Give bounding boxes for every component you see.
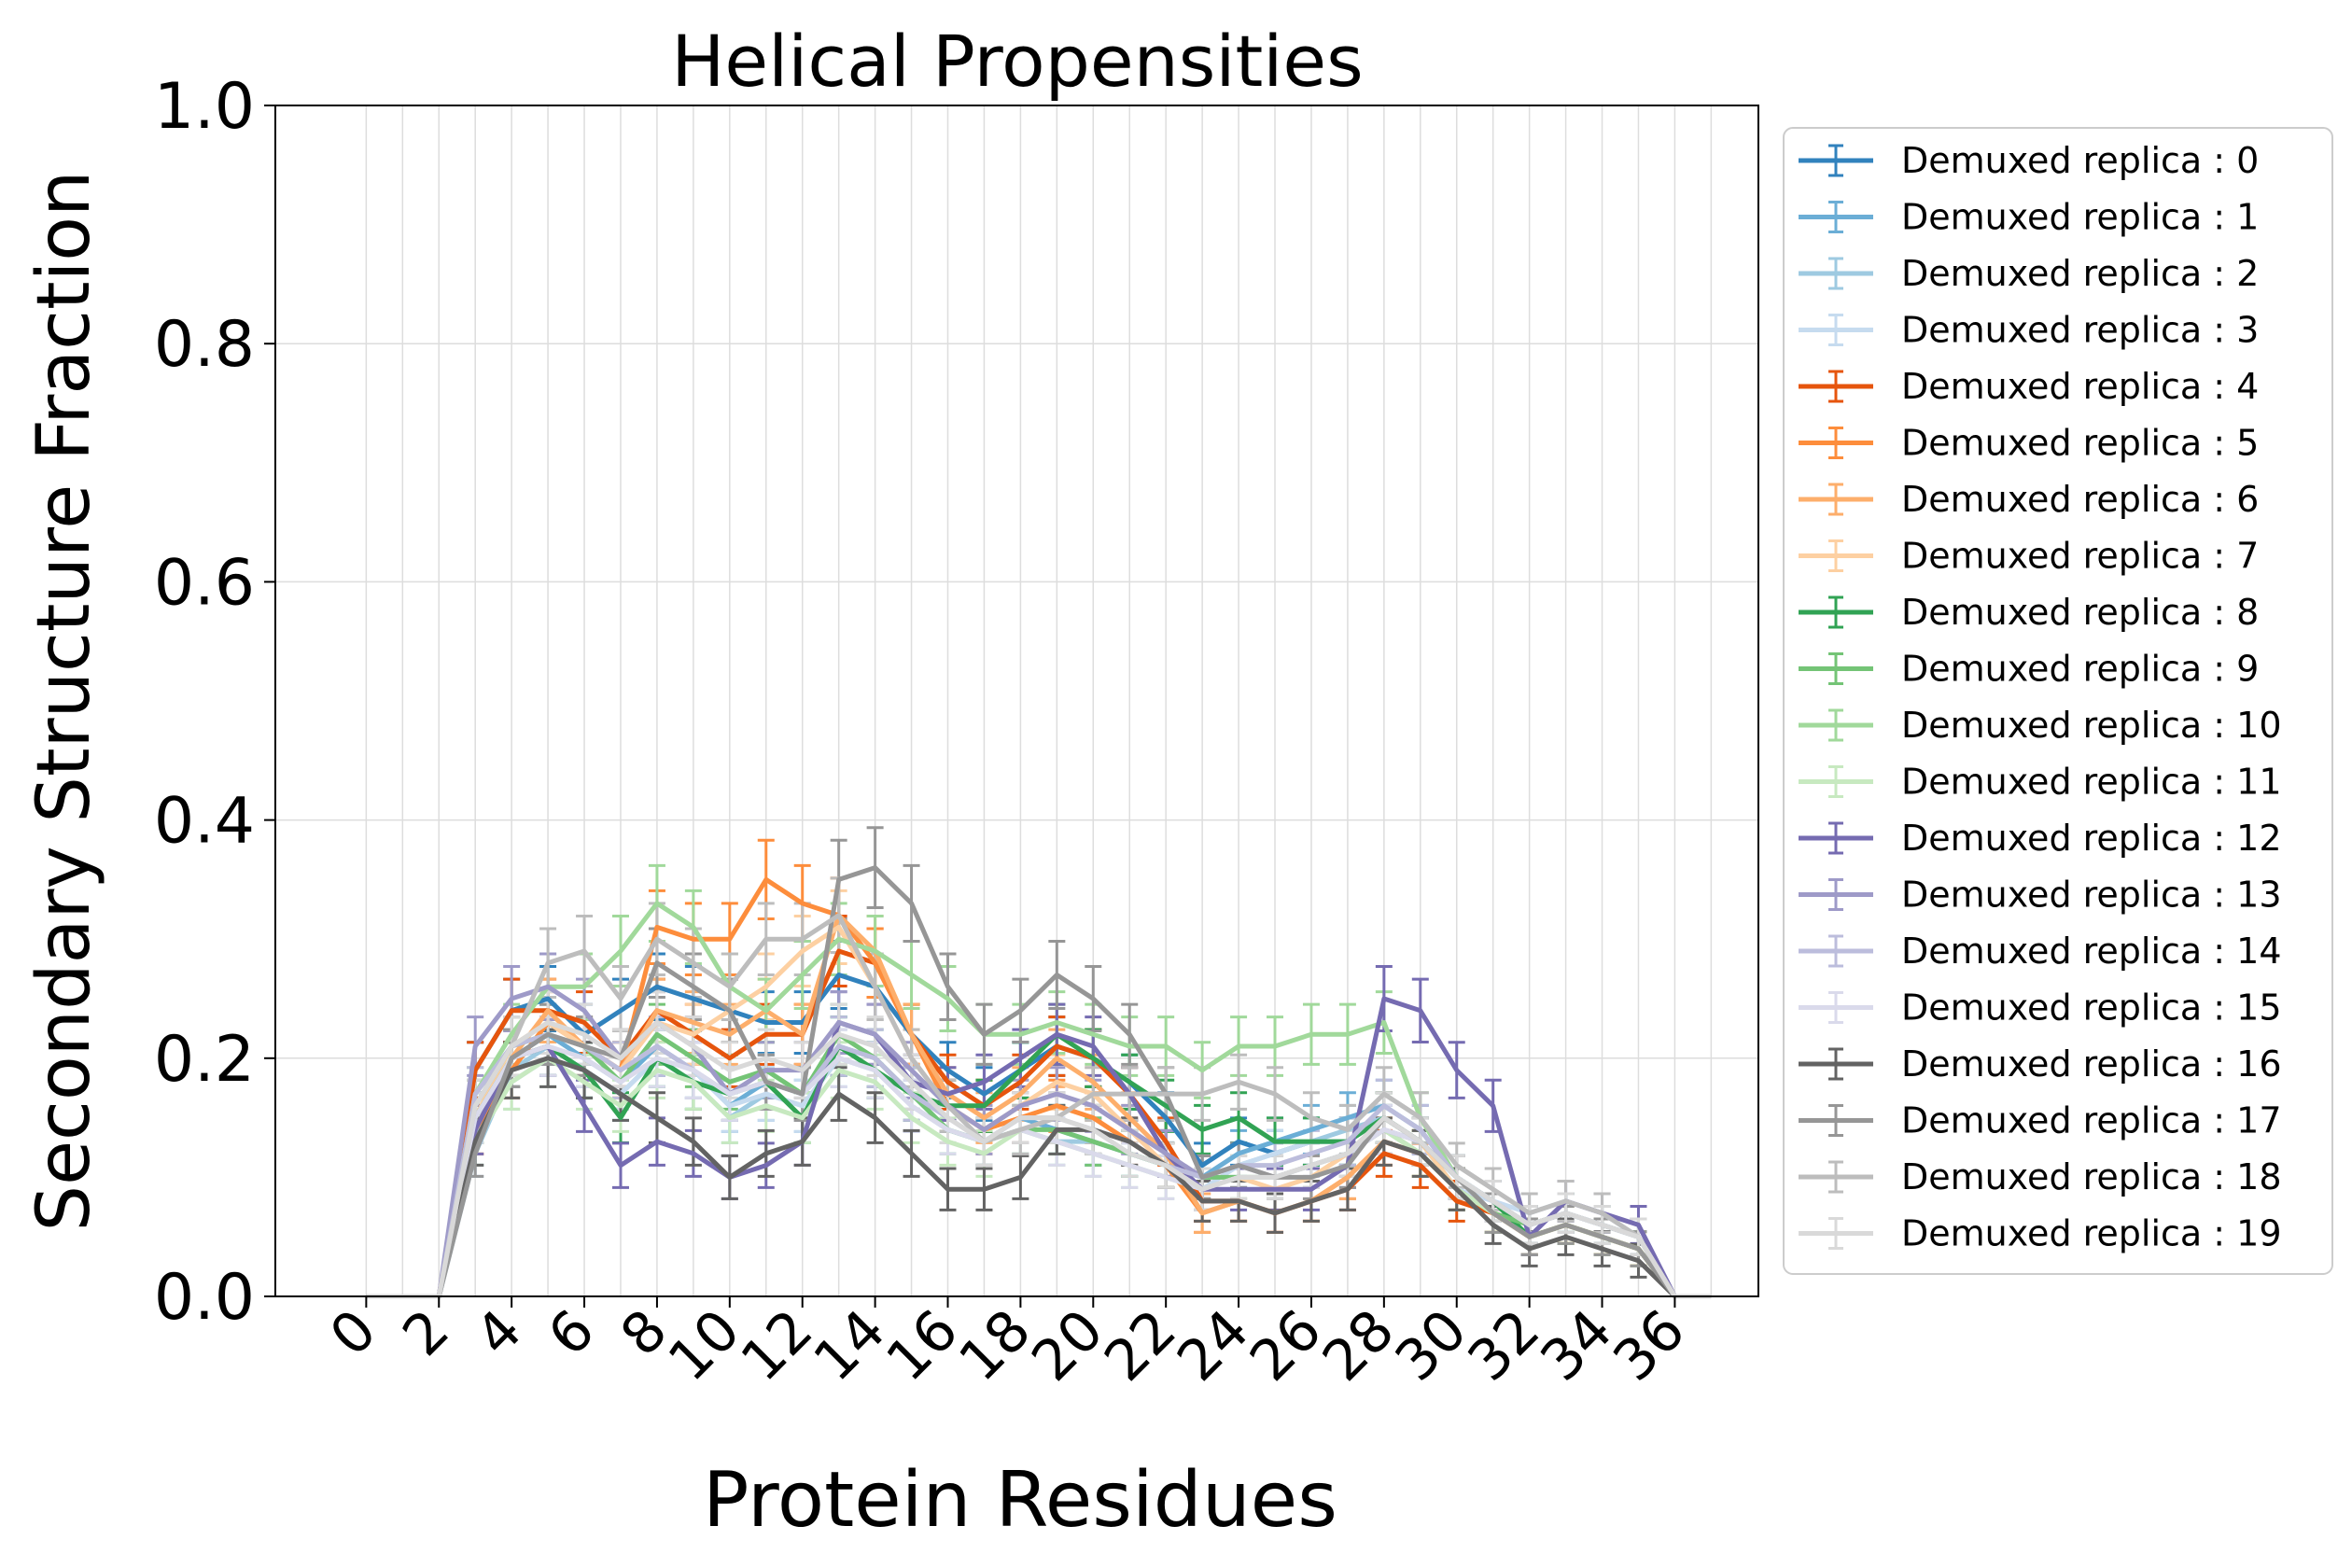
y-tick-label: 0.0 [154, 1261, 255, 1335]
plot-frame [274, 105, 1759, 1297]
series-line-19 [366, 1020, 1712, 1299]
y-tick-label: 1.0 [154, 70, 255, 144]
legend-label: Demuxed replica : 15 [1901, 987, 2282, 1029]
y-tick-label: 0.2 [154, 1023, 255, 1097]
legend-label: Demuxed replica : 4 [1901, 366, 2259, 407]
legend-label: Demuxed replica : 17 [1901, 1100, 2282, 1141]
y-tick-label: 0.4 [154, 785, 255, 859]
legend-label: Demuxed replica : 1 [1901, 197, 2259, 238]
legend-box [1783, 127, 2333, 1275]
series-lines [366, 865, 1712, 1299]
legend-label: Demuxed replica : 2 [1901, 253, 2259, 294]
y-axis-ticks: 0.0 0.2 0.4 0.6 0.8 1.0 [154, 70, 275, 1335]
legend-label: Demuxed replica : 0 [1901, 140, 2259, 181]
chart-title: Helical Propensities [671, 20, 1363, 103]
legend-label: Demuxed replica : 14 [1901, 931, 2282, 972]
series-line-12 [366, 996, 1712, 1299]
series-line-16 [366, 1056, 1712, 1299]
legend-label: Demuxed replica : 6 [1901, 479, 2259, 520]
legend-label: Demuxed replica : 8 [1901, 592, 2259, 633]
legend-label: Demuxed replica : 9 [1901, 649, 2259, 690]
legend-label: Demuxed replica : 7 [1901, 536, 2259, 577]
legend-label: Demuxed replica : 18 [1901, 1156, 2282, 1197]
legend-label: Demuxed replica : 12 [1901, 818, 2282, 859]
legend-label: Demuxed replica : 3 [1901, 310, 2259, 351]
y-axis-label: Secondary Structure Fraction [22, 171, 106, 1232]
legend-label: Demuxed replica : 10 [1901, 705, 2282, 746]
legend: Demuxed replica : 0 Demuxed replica : 1 De… [1783, 127, 2333, 1275]
legend-label: Demuxed replica : 11 [1901, 762, 2282, 803]
x-axis-label: Protein Residues [703, 1456, 1337, 1545]
y-tick-label: 0.8 [154, 308, 255, 382]
series-line-17 [366, 865, 1712, 1299]
legend-label: Demuxed replica : 19 [1901, 1213, 2282, 1254]
legend-label: Demuxed replica : 16 [1901, 1043, 2282, 1085]
legend-items: Demuxed replica : 0 Demuxed replica : 1 De… [1799, 140, 2282, 1254]
legend-label: Demuxed replica : 13 [1901, 875, 2282, 916]
legend-label: Demuxed replica : 5 [1901, 423, 2259, 464]
series-line-18 [366, 913, 1712, 1299]
y-tick-label: 0.6 [154, 546, 255, 620]
